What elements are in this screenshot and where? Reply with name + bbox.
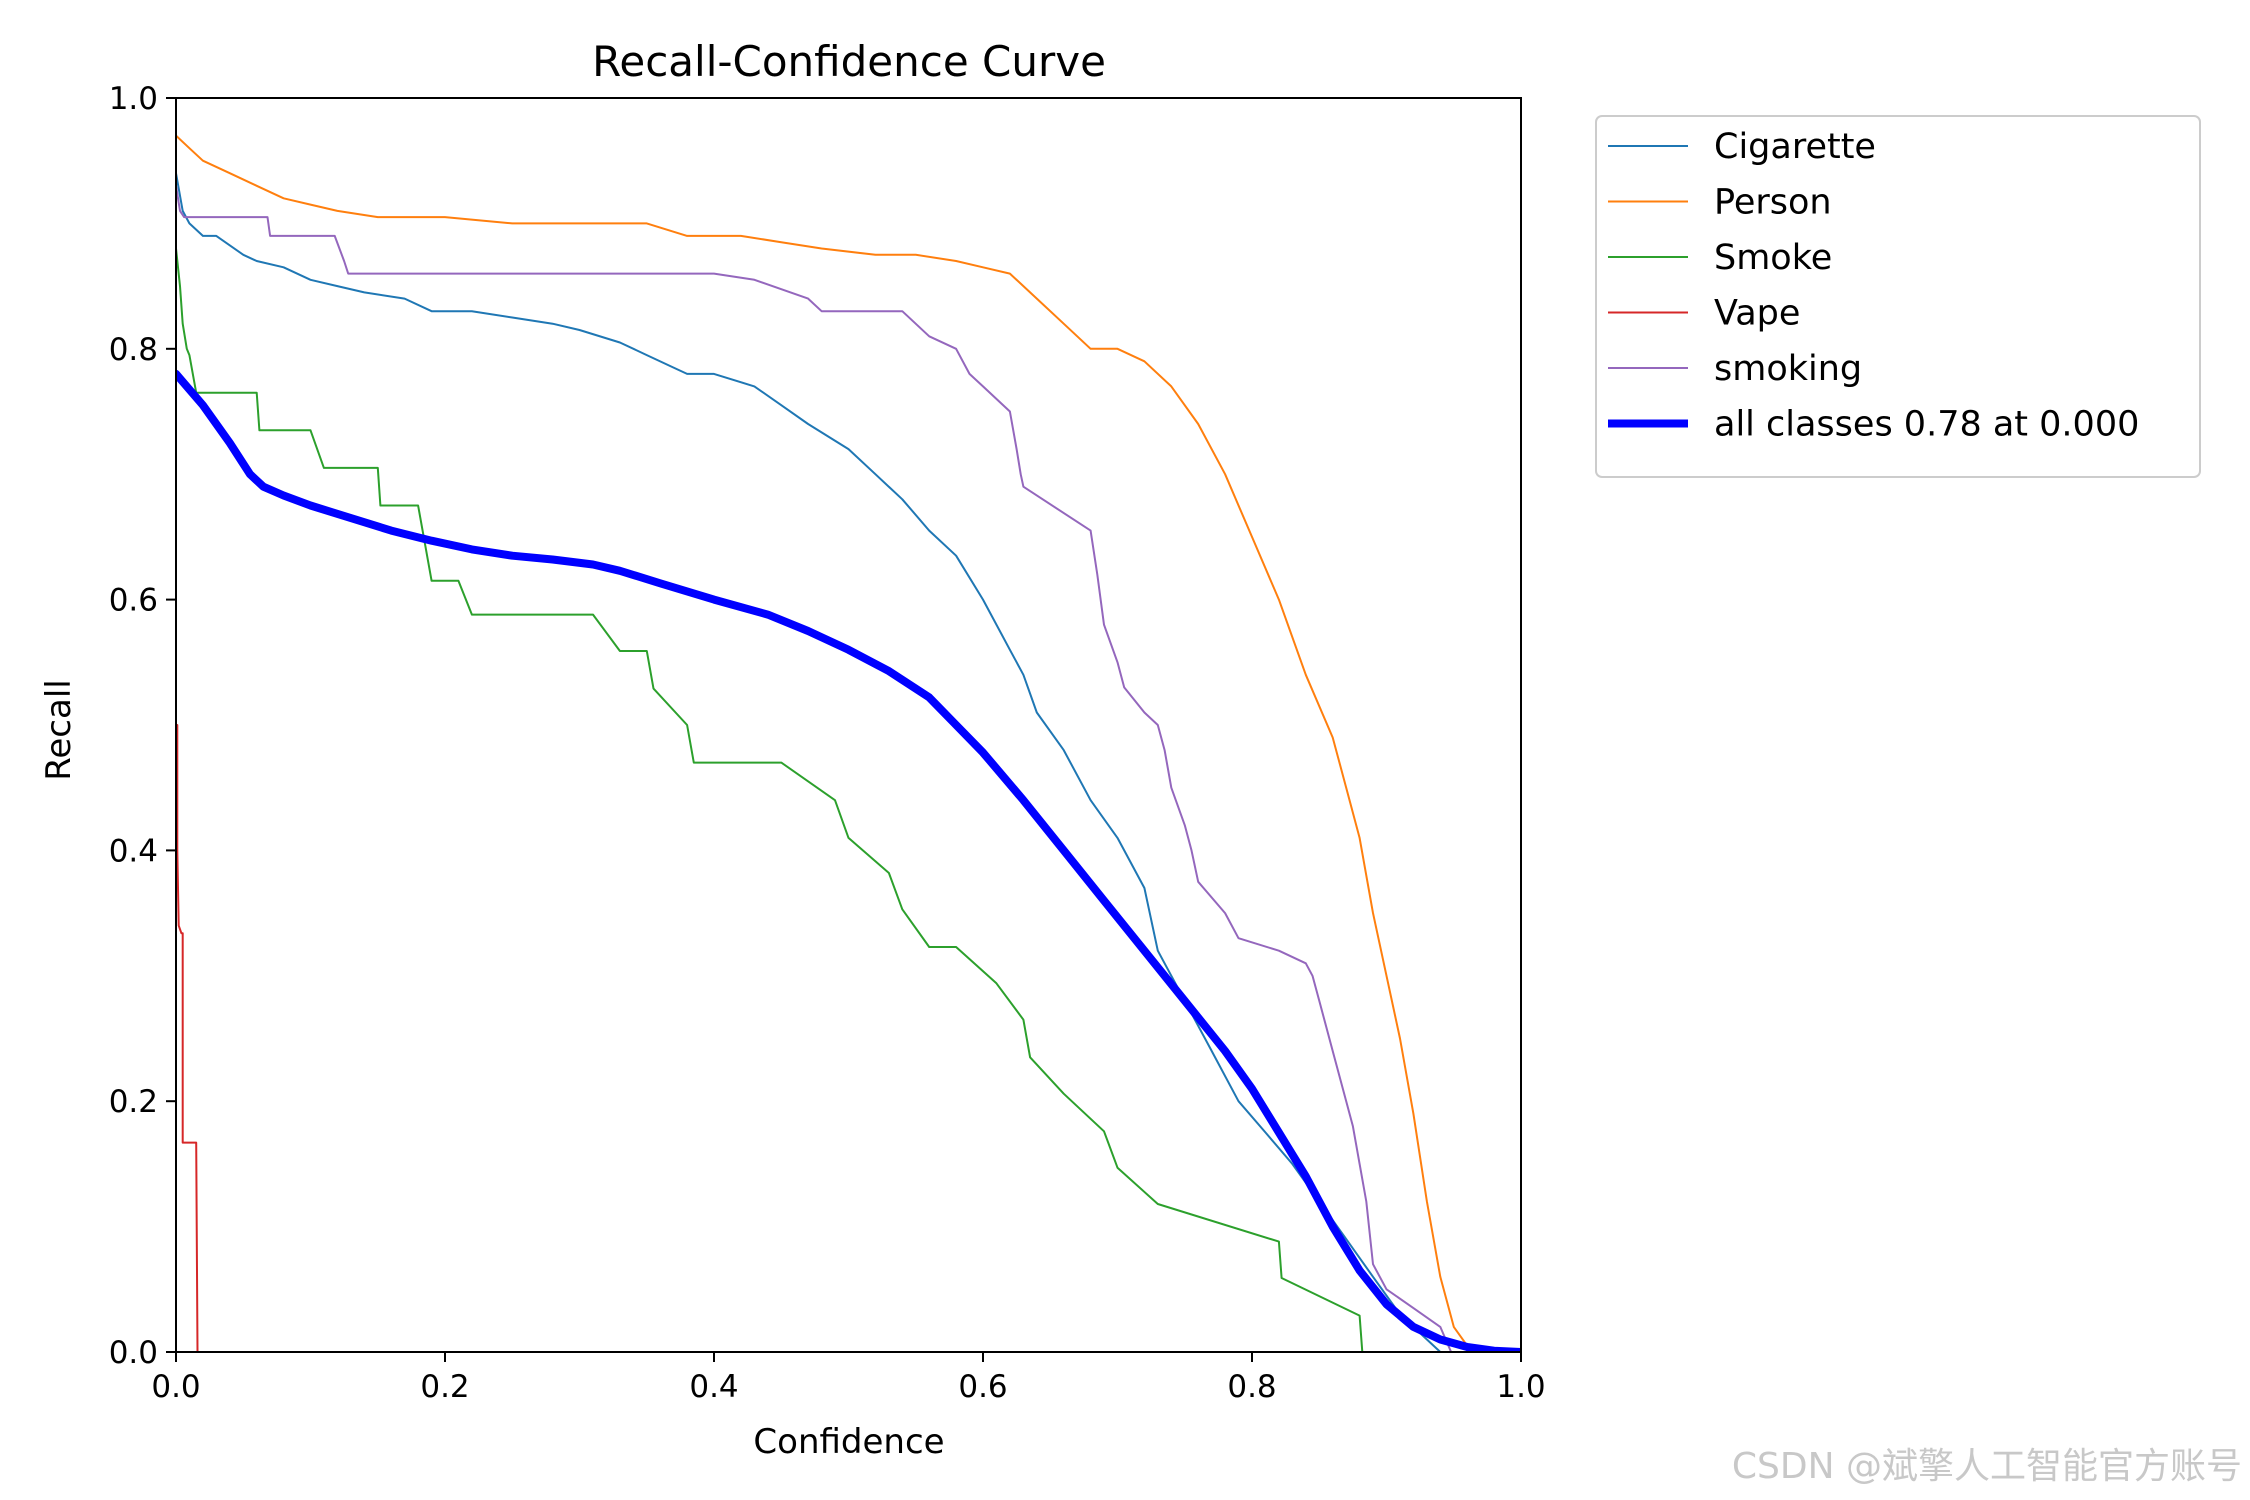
series-layer	[176, 134, 1521, 1352]
plot-frame	[175, 97, 1522, 1353]
legend-box	[1595, 115, 2201, 478]
y-tick-label: 1.0	[109, 81, 158, 117]
y-tick-label: 0.6	[109, 583, 158, 619]
x-axis-label: Confidence	[753, 1422, 944, 1462]
x-tick-label: 1.0	[1496, 1369, 1545, 1405]
y-tick-label: 0.4	[109, 833, 158, 869]
legend-label: Cigarette	[1714, 127, 1876, 167]
series-line-5	[176, 369, 1521, 1352]
x-tick-label: 0.2	[420, 1369, 469, 1405]
y-tick-label: 0.2	[109, 1084, 158, 1120]
series-line-2	[176, 247, 1364, 1352]
x-tick-label: 0.8	[1227, 1369, 1276, 1405]
x-tick-label: 0.4	[689, 1369, 738, 1405]
legend-label: Vape	[1714, 294, 1800, 334]
legend-label: Smoke	[1714, 238, 1832, 278]
legend-label: smoking	[1714, 349, 1862, 389]
series-line-0	[176, 172, 1442, 1352]
x-tick-label: 0.0	[151, 1369, 200, 1405]
watermark-text: CSDN @斌擎人工智能官方账号	[1732, 1446, 2242, 1487]
chart-title: Recall-Confidence Curve	[592, 37, 1106, 86]
y-tick-label: 0.8	[109, 332, 158, 368]
legend-label: Person	[1714, 183, 1832, 223]
x-tick-label: 0.6	[958, 1369, 1007, 1405]
series-line-3	[176, 724, 1521, 1352]
axes-layer: 0.0 0.2 0.4 0.6 0.8 1.0 0.0 0.2 0.4 0.6 0.8 1.0	[109, 81, 1546, 1405]
series-line-4	[176, 184, 1453, 1352]
y-tick-label: 0.0	[109, 1335, 158, 1371]
legend-label: all classes 0.78 at 0.000	[1714, 405, 2139, 445]
y-axis-label: Recall	[39, 679, 79, 780]
series-line-1	[176, 134, 1482, 1352]
legend: Cigarette Person Smoke Vape smoking all class…	[1595, 115, 2201, 478]
